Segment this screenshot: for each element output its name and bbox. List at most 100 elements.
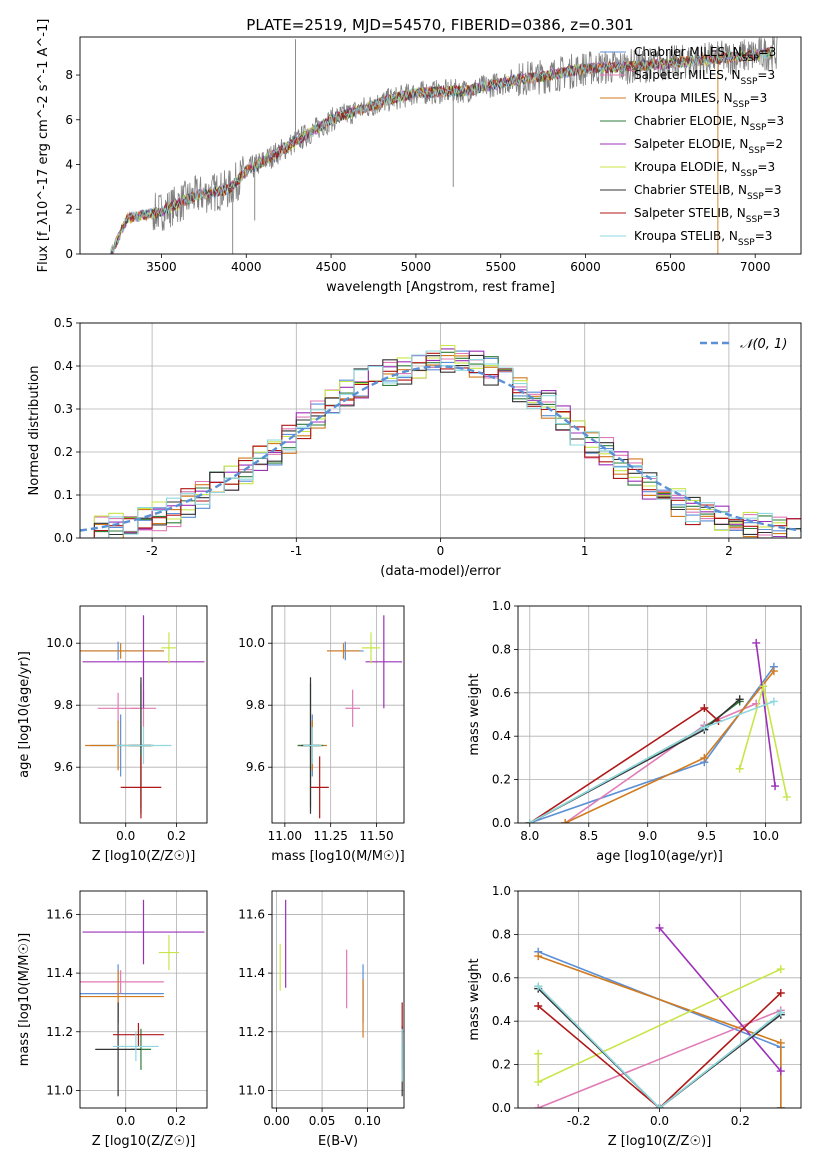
x-tick-label: 7000 — [740, 260, 771, 274]
y-tick-label: 0.4 — [492, 729, 511, 743]
legend-entry: Kroupa STELIB, NSSP=3 — [634, 229, 772, 248]
weight-marker — [776, 965, 785, 974]
y-axis-label: age [log10(age/yr)] — [17, 651, 32, 778]
weight-line — [564, 702, 757, 823]
legend-entry: Kroupa ELODIE, NSSP=3 — [634, 160, 775, 179]
legend-entry: 𝒩(0, 1) — [740, 337, 787, 352]
y-tick-label: 2 — [65, 202, 73, 216]
y-tick-label: 6 — [65, 113, 73, 127]
x-tick-label: 8.5 — [579, 829, 598, 843]
weight-marker — [735, 764, 744, 773]
y-tick-label: 9.6 — [246, 760, 265, 774]
y-tick-label: 0.2 — [54, 445, 73, 459]
y-tick-label: 0.6 — [492, 686, 511, 700]
weight-marker — [735, 695, 744, 704]
model-line-kroupa-elodie — [110, 48, 773, 254]
y-tick-label: 0.8 — [492, 642, 511, 656]
panel-mass-age: 11.00 11.25 11.50 9.6 9.8 10.0 mass [log10(M/M… — [238, 605, 405, 864]
weight-marker — [700, 723, 709, 732]
y-tick-label: 11.2 — [46, 1025, 73, 1039]
y-tick-label: 11.0 — [238, 1083, 265, 1097]
x-axis-label: Z [log10(Z/Z☉)] — [92, 849, 196, 864]
weight-marker — [534, 952, 543, 961]
y-tick-label: 10.0 — [238, 636, 265, 650]
y-tick-label: 11.2 — [238, 1025, 265, 1039]
x-tick-label: 6000 — [570, 260, 601, 274]
x-tick-label: 0.2 — [167, 829, 186, 843]
weight-line — [755, 642, 776, 787]
y-tick-label: 11.4 — [238, 966, 265, 980]
x-tick-label: 0.10 — [354, 1114, 381, 1128]
panel-z-age: 0.0 0.2 9.6 9.8 10.0 Z [log10(Z/Z☉)] age [log1… — [17, 605, 208, 864]
figure-title: PLATE=2519, MJD=54570, FIBERID=0386, z=0… — [246, 16, 633, 34]
x-tick-label: 9.5 — [697, 829, 716, 843]
x-tick-label: 0.2 — [731, 1114, 750, 1128]
weight-line — [529, 698, 741, 823]
legend-entry: Chabrier STELIB, NSSP=3 — [634, 183, 782, 202]
x-tick-label: 6500 — [655, 260, 686, 274]
x-tick-label: 4500 — [316, 260, 347, 274]
weight-line — [537, 992, 782, 1108]
x-tick-label: 1 — [581, 544, 589, 558]
axes-frame — [517, 605, 802, 824]
weight-line — [529, 706, 720, 823]
y-tick-label: 0.1 — [54, 488, 73, 502]
plot-area — [297, 615, 403, 819]
weight-marker — [700, 753, 709, 762]
y-tick-label: 0.5 — [54, 316, 73, 330]
y-tick-label: 0.8 — [492, 927, 511, 941]
x-tick-label: 5000 — [401, 260, 432, 274]
x-tick-label: 2 — [725, 544, 733, 558]
y-tick-label: 11.4 — [46, 966, 73, 980]
legend-entry: Salpeter STELIB, NSSP=3 — [634, 206, 780, 225]
x-tick-label: 9.0 — [638, 829, 657, 843]
plot-area — [279, 899, 403, 1097]
x-tick-label: 0.0 — [116, 1114, 135, 1128]
y-tick-label: 9.8 — [54, 698, 73, 712]
weight-marker — [776, 1067, 785, 1076]
weight-line — [537, 985, 782, 1108]
x-tick-label: 11.50 — [359, 829, 393, 843]
y-tick-label: 0.0 — [492, 1101, 511, 1115]
axes-frame — [271, 890, 405, 1109]
weight-line — [537, 988, 782, 1108]
panel-age-weight: 8.0 8.5 9.0 9.5 10.0 0.0 0.2 0.4 0.6 0.8 1.0 age [l… — [467, 599, 802, 864]
weight-marker — [534, 982, 543, 991]
panel-residuals: -2 -1 0 1 2 0.0 0.1 0.2 0.3 0.4 0.5 (data-model)/er… — [27, 316, 802, 579]
x-axis-label: wavelength [Angstrom, rest frame] — [326, 280, 555, 295]
panel-z-weight: -0.2 0.0 0.2 0.0 0.2 0.4 0.6 0.8 1.0 Z [log10(Z/Z… — [467, 884, 802, 1149]
weight-marker — [776, 1038, 785, 1047]
y-tick-label: 11.6 — [46, 907, 73, 921]
plot-area — [525, 638, 791, 823]
axes-frame — [79, 322, 802, 539]
x-tick-label: 0.0 — [650, 1114, 669, 1128]
plot-area — [80, 344, 801, 538]
panel-spectrum: 3500 4000 4500 5000 5500 6000 6500 7000 0 2 4 6 8 wav… — [36, 19, 802, 295]
weight-marker — [700, 703, 709, 712]
y-tick-label: 0.2 — [492, 773, 511, 787]
weight-marker — [776, 988, 785, 997]
weight-marker — [534, 1049, 543, 1058]
legend-entry: Salpeter MILES, NSSP=3 — [634, 68, 775, 87]
y-tick-label: 0.3 — [54, 402, 73, 416]
weight-marker — [752, 638, 761, 647]
y-axis-label: mass weight — [467, 673, 482, 755]
weight-marker — [655, 923, 664, 932]
plot-area — [110, 37, 778, 254]
x-tick-label: -2 — [146, 544, 158, 558]
model-line-kroupa-stelib — [110, 48, 773, 254]
plot-area — [80, 899, 205, 1097]
x-axis-label: E(B-V) — [318, 1134, 358, 1149]
y-tick-label: 4 — [65, 158, 73, 172]
y-axis-label: mass weight — [467, 958, 482, 1040]
legend-entry: Salpeter ELODIE, NSSP=2 — [634, 137, 783, 156]
weight-marker — [771, 782, 780, 791]
y-tick-label: 10.0 — [46, 636, 73, 650]
y-tick-label: 0.4 — [54, 359, 73, 373]
weight-marker — [561, 819, 570, 823]
axes-frame — [79, 890, 208, 1109]
weight-marker — [769, 667, 778, 676]
histogram-kroupa-stelib — [80, 350, 801, 538]
y-tick-label: 9.8 — [246, 698, 265, 712]
